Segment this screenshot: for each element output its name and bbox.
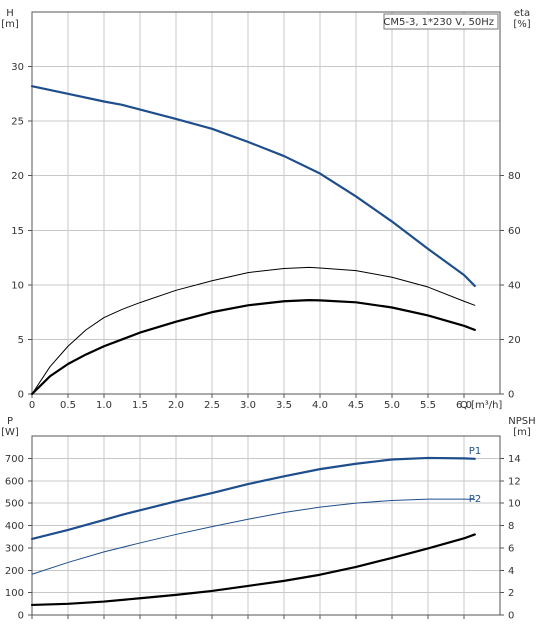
y-right-axis-label-line-1: NPSH xyxy=(508,416,535,427)
head-efficiency-panel: 0 5 10 15 20 25 30 0 20 40 60 80 0 0.5 1.0 1.5 2.0 2.5 3.0… xyxy=(1,8,531,411)
y-right-tick-label: 10 xyxy=(508,499,521,510)
y-right-tick-label: 0 xyxy=(508,390,514,401)
y-left-axis-label-line-2: [m] xyxy=(1,19,19,30)
y-right-tick-label: 0 xyxy=(508,611,514,622)
x-tick-label: 4.5 xyxy=(348,400,364,411)
y-left-tick-label: 200 xyxy=(5,566,24,577)
y-left-tick-label: 10 xyxy=(11,280,24,291)
x-tick-label: 4.0 xyxy=(312,400,328,411)
y-right-tick-label: 20 xyxy=(508,335,521,346)
y-right-tick-label: 8 xyxy=(508,521,514,532)
y-left-tick-label: 600 xyxy=(5,476,24,487)
x-tick-label: 3.0 xyxy=(240,400,256,411)
y-right-axis-label-line-2: [m] xyxy=(513,427,531,438)
y-right-tick-label: 14 xyxy=(508,454,521,465)
series-line-p2 xyxy=(31,498,476,575)
y-left-tick-label: 20 xyxy=(11,171,24,182)
y-right-tick-label: 80 xyxy=(508,171,521,182)
y-left-axis-label-line-2: [W] xyxy=(1,427,19,438)
series-annotation-p1: P1 xyxy=(469,446,481,457)
x-tick-label: 1.0 xyxy=(96,400,112,411)
y-left-tick-label: 0 xyxy=(18,390,24,401)
x-tick-label: 0 xyxy=(29,400,35,411)
y-right-axis-label-line-2: [%] xyxy=(513,19,530,30)
x-tick-label: 2.5 xyxy=(204,400,220,411)
y-left-tick-label: 100 xyxy=(5,588,24,599)
y-left-tick-label: 5 xyxy=(18,335,24,346)
series-line-bottom-3 xyxy=(30,533,476,607)
power-npsh-panel: 0 100 200 300 400 500 600 700 0 2 4 6 8 10 12 14 P[W] NPS… xyxy=(1,416,536,622)
x-tick-label: 1.5 xyxy=(132,400,148,411)
plot-frame xyxy=(31,11,501,395)
y-left-tick-label: 500 xyxy=(5,499,24,510)
x-tick-label: 5.0 xyxy=(384,400,400,411)
x-tick-label: 6.0 xyxy=(456,400,472,411)
y-right-tick-label: 2 xyxy=(508,588,514,599)
y-left-tick-label: 300 xyxy=(5,543,24,554)
series-annotation-p2: P2 xyxy=(469,494,481,505)
y-right-tick-label: 12 xyxy=(508,476,521,487)
x-tick-label: 0.5 xyxy=(60,400,76,411)
y-left-tick-label: 700 xyxy=(5,454,24,465)
y-right-tick-label: 4 xyxy=(508,566,514,577)
series-line-p1 xyxy=(30,456,476,541)
series-line-top-2 xyxy=(31,266,476,395)
x-axis-label: Q [m³/h] xyxy=(460,400,502,411)
series-line-top-3 xyxy=(30,299,476,396)
y-left-axis-label-line-1: H xyxy=(6,8,14,19)
x-tick-label: 3.5 xyxy=(276,400,292,411)
y-right-tick-label: 40 xyxy=(508,280,521,291)
y-right-tick-label: 6 xyxy=(508,543,514,554)
x-tick-label: 2.0 xyxy=(168,400,184,411)
series-line-top-1 xyxy=(30,85,476,288)
chart-title-box xyxy=(383,13,499,30)
y-left-tick-label: 400 xyxy=(5,521,24,532)
y-left-tick-label: 25 xyxy=(11,117,24,128)
y-right-axis-label-line-1: eta xyxy=(514,8,530,19)
x-tick-label: 5.5 xyxy=(420,400,436,411)
y-right-tick-label: 60 xyxy=(508,226,521,237)
chart-title: CM5-3, 1*230 V, 50Hz xyxy=(383,17,494,28)
y-left-tick-label: 30 xyxy=(11,62,24,73)
y-left-tick-label: 15 xyxy=(11,226,24,237)
y-left-tick-label: 0 xyxy=(18,611,24,622)
y-left-axis-label-line-1: P xyxy=(7,416,13,427)
